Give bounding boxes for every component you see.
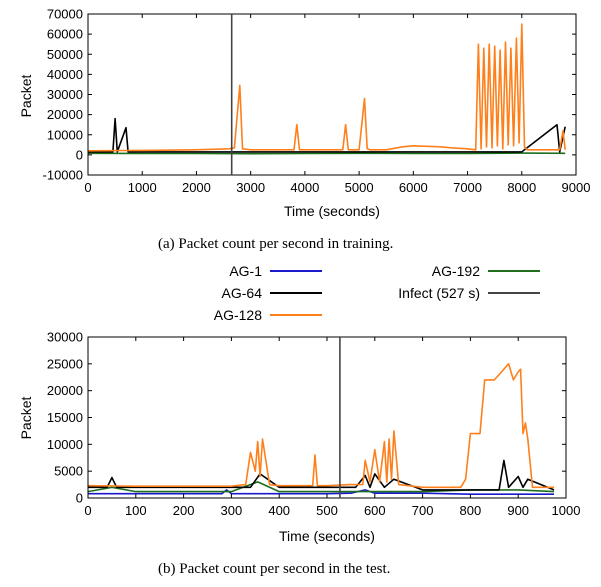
y-tick-label: 0 [76,491,83,506]
x-tick-label: 300 [221,503,243,518]
x-tick-label: 700 [412,503,434,518]
plot-frame [87,336,567,499]
series-line-ag-64 [88,459,555,491]
y-tick-label: 10000 [47,127,83,142]
y-tick-label: 60000 [47,27,83,42]
x-tick-label: 800 [460,503,482,518]
y-tick-label: 50000 [47,47,83,62]
y-tick-label: 20000 [47,107,83,122]
series-line-ag-128 [87,23,566,152]
x-axis-label: Time (seconds) [284,203,380,219]
x-tick-label: 0 [84,180,91,195]
y-axis-label: Packet [18,396,34,439]
legend-label-ag-64: AG-64 [222,285,263,301]
legend-label-ag-128: AG-128 [214,307,262,323]
x-tick-label: 5000 [345,180,374,195]
y-tick-label: 25000 [47,356,83,371]
series-layer [87,362,555,496]
x-tick-label: 500 [316,503,338,518]
x-axis-label: Time (seconds) [279,528,375,544]
y-tick-label: 30000 [47,87,83,102]
x-tick-label: 3000 [236,180,265,195]
y-tick-label: 15000 [47,410,83,425]
chart-test: 0 100 200 300 400 500 600 700 800 900 100005000100… [18,330,580,545]
y-axis-label: Packet [18,74,34,117]
legend-label-ag-1: AG-1 [229,263,262,279]
x-tick-label: 6000 [399,180,428,195]
y-tick-label: 70000 [47,7,83,22]
y-tick-label: 0 [76,147,83,162]
x-tick-label: 400 [268,503,290,518]
legend-label-infect: Infect (527 s) [398,285,480,301]
y-tick-label: 5000 [54,464,83,479]
tick-layer: 0 1000 2000 3000 4000 5000 6000 7000 8000 9000 -10… [43,7,591,196]
caption-test: (b) Packet count per second in the test. [158,561,390,577]
x-tick-label: 1000 [552,503,581,518]
x-tick-label: 2000 [182,180,211,195]
series-line-ag-192 [87,152,566,155]
x-tick-label: 1000 [128,180,157,195]
x-tick-label: 8000 [507,180,536,195]
caption-training: (a) Packet count per second in training. [158,236,393,252]
y-tick-label: 20000 [47,383,83,398]
tick-layer: 0 100 200 300 400 500 600 700 800 900 100005000100… [47,330,581,519]
y-tick-label: 30000 [47,330,83,345]
x-tick-label: 9000 [562,180,591,195]
y-tick-label: -10000 [43,168,83,183]
x-tick-label: 0 [84,503,91,518]
y-tick-label: 10000 [47,437,83,452]
y-tick-label: 40000 [47,67,83,82]
x-tick-label: 200 [173,503,195,518]
x-tick-label: 7000 [453,180,482,195]
series-line-ag-64 [88,117,566,153]
chart-training: 0 1000 2000 3000 4000 5000 6000 7000 8000 9000 -10… [18,7,590,220]
series-line-ag-1 [88,489,554,496]
x-tick-label: 4000 [290,180,319,195]
series-line-ag-128 [87,362,554,489]
x-tick-label: 100 [125,503,147,518]
x-tick-label: 600 [364,503,386,518]
x-tick-label: 900 [507,503,529,518]
series-layer [87,23,566,155]
legend-label-ag-192: AG-192 [432,263,480,279]
legend: AG-1 AG-64 AG-128 AG-192 Infect (527 s) [214,263,540,323]
